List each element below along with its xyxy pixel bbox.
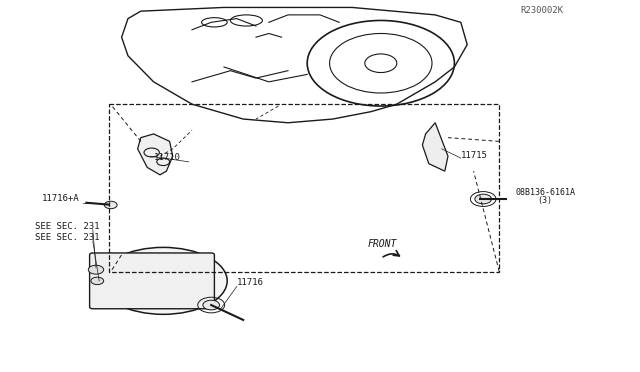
Bar (109, 104, 499, 272)
Circle shape (475, 194, 492, 204)
Ellipse shape (144, 271, 182, 291)
Text: 11716+A: 11716+A (42, 194, 79, 203)
Text: (3): (3) (538, 196, 552, 205)
Text: R230002K: R230002K (520, 6, 563, 15)
Text: SEE SEC. 231: SEE SEC. 231 (35, 233, 100, 242)
Text: FRONT: FRONT (368, 239, 397, 249)
Text: 11716: 11716 (237, 278, 264, 286)
Circle shape (203, 300, 220, 310)
Circle shape (88, 265, 104, 274)
Text: 11710: 11710 (154, 153, 180, 162)
FancyBboxPatch shape (90, 253, 214, 309)
Circle shape (104, 201, 117, 209)
Ellipse shape (99, 247, 227, 314)
Text: 08B136-6161A: 08B136-6161A (515, 188, 575, 197)
Text: 11715: 11715 (461, 151, 488, 160)
Ellipse shape (118, 257, 208, 304)
Circle shape (152, 274, 175, 288)
Circle shape (91, 277, 104, 285)
Polygon shape (422, 123, 448, 171)
Text: SEE SEC. 231: SEE SEC. 231 (35, 222, 100, 231)
Polygon shape (138, 134, 173, 175)
